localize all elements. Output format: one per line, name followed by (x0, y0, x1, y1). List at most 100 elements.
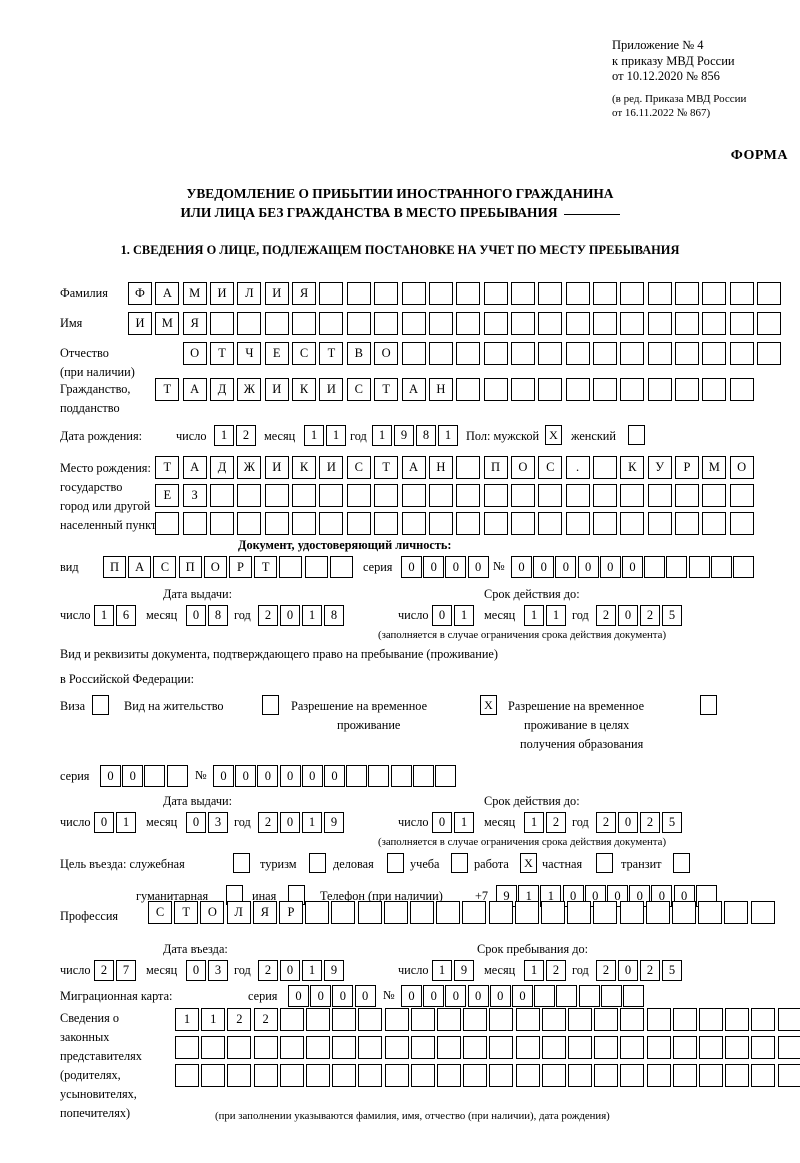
birthplace-r1-cell-14[interactable]: О (510, 456, 535, 479)
patronymic-cell-14[interactable] (538, 342, 563, 365)
permit-issue-year-cell-4[interactable]: 9 (324, 812, 344, 833)
birthplace-r1-cell-8[interactable]: С (346, 456, 371, 479)
legal-rep-r1-cell-17[interactable] (594, 1008, 619, 1031)
surname-cell-12[interactable] (428, 282, 453, 305)
legal-rep-r2-cell-18[interactable] (620, 1036, 645, 1059)
legal-rep-r3-cell-6[interactable] (306, 1064, 330, 1087)
doc-issue-day-cell-1[interactable]: 1 (94, 605, 114, 626)
legal-rep-r3-cell-8[interactable] (358, 1064, 383, 1087)
birth-year-cell-4[interactable]: 1 (438, 425, 458, 446)
legal-rep-r1-cell-16[interactable] (568, 1008, 592, 1031)
citizenship-cell-17[interactable] (592, 378, 617, 401)
permit-valid-day-cell-2[interactable]: 1 (454, 812, 474, 833)
purpose-study-checkbox[interactable] (451, 853, 468, 873)
profession-cell-11[interactable] (410, 901, 434, 924)
firstname-cell-19[interactable] (620, 312, 645, 335)
surname-cell-5[interactable]: Л (237, 282, 262, 305)
birthplace-r1-cell-7[interactable]: И (319, 456, 344, 479)
mcard-series-cell-1[interactable]: 0 (288, 985, 309, 1007)
firstname-cell-2[interactable]: М (155, 312, 180, 335)
permit-number-cell-6[interactable]: 0 (324, 765, 345, 787)
patronymic-cell-8[interactable]: О (374, 342, 399, 365)
patronymic-cell-15[interactable] (565, 342, 590, 365)
doc-issue-year-cell-3[interactable]: 1 (302, 605, 322, 626)
legal-rep-r2-cell-8[interactable] (358, 1036, 383, 1059)
profession-cell-23[interactable] (724, 901, 749, 924)
mcard-number-cell-7[interactable] (534, 985, 556, 1007)
birthplace-r1-cell-3[interactable]: Д (210, 456, 235, 479)
birthplace-r2-cell-5[interactable] (264, 484, 289, 507)
legal-rep-r3-cell-15[interactable] (541, 1064, 566, 1087)
birthplace-r1-cell-4[interactable]: Ж (237, 456, 262, 479)
surname-cell-13[interactable] (456, 282, 481, 305)
permit-series-cell-3[interactable] (144, 765, 166, 787)
birthplace-r1-cell-21[interactable]: М (702, 456, 727, 479)
birthplace-r3-cell-17[interactable] (592, 512, 617, 535)
birth-year-cell-2[interactable]: 9 (394, 425, 414, 446)
profession-cell-14[interactable] (488, 901, 513, 924)
birthplace-r1-cell-19[interactable]: У (647, 456, 672, 479)
doc-series-cell-3[interactable]: 0 (445, 556, 467, 578)
profession-cell-21[interactable] (672, 901, 696, 924)
birthplace-r2-cell-13[interactable] (483, 484, 508, 507)
legal-rep-r2-cell-23[interactable] (751, 1036, 776, 1059)
citizenship-cell-9[interactable]: Т (374, 378, 399, 401)
doc-kind-cell-7[interactable]: Т (254, 556, 278, 578)
surname-cell-6[interactable]: И (264, 282, 289, 305)
purpose-business-checkbox[interactable] (387, 853, 404, 873)
doc-number-cell-1[interactable]: 0 (511, 556, 532, 578)
sex-female-checkbox[interactable] (628, 425, 645, 445)
birthplace-r3-cell-2[interactable] (182, 512, 207, 535)
entry-day-cell-2[interactable]: 7 (116, 960, 136, 981)
mcard-number-cell-10[interactable] (600, 985, 622, 1007)
birthplace-r3-cell-13[interactable] (483, 512, 508, 535)
purpose-private-checkbox[interactable] (596, 853, 613, 873)
doc-kind-cell-10[interactable] (329, 556, 353, 578)
surname-cell-1[interactable]: Ф (128, 282, 152, 305)
doc-kind-cell-2[interactable]: А (128, 556, 152, 578)
legal-rep-r1-cell-22[interactable] (725, 1008, 750, 1031)
citizenship-cell-16[interactable] (565, 378, 590, 401)
birthplace-r2-cell-14[interactable] (510, 484, 535, 507)
entry-day-cell-1[interactable]: 2 (94, 960, 114, 981)
birthplace-r1-cell-13[interactable]: П (483, 456, 508, 479)
birthplace-r2-cell-15[interactable] (538, 484, 563, 507)
legal-rep-r1-cell-15[interactable] (541, 1008, 566, 1031)
firstname-cell-18[interactable] (592, 312, 617, 335)
firstname-cell-14[interactable] (483, 312, 508, 335)
permit-number-cell-11[interactable] (435, 765, 456, 787)
legal-rep-r2-cell-13[interactable] (489, 1036, 514, 1059)
doc-issue-year-cell-2[interactable]: 0 (280, 605, 300, 626)
mcard-number-cell-8[interactable] (556, 985, 578, 1007)
birthplace-r2-cell-8[interactable] (346, 484, 371, 507)
profession-cell-5[interactable]: Я (252, 901, 277, 924)
doc-number-cell-2[interactable]: 0 (533, 556, 555, 578)
birth-month-cell-1[interactable]: 1 (304, 425, 324, 446)
birthplace-r1-cell-12[interactable] (456, 456, 481, 479)
purpose-tourism-checkbox[interactable] (309, 853, 326, 873)
doc-kind-cell-6[interactable]: Р (229, 556, 252, 578)
doc-kind-cell-3[interactable]: С (153, 556, 177, 578)
stay-day-cell-1[interactable]: 1 (432, 960, 452, 981)
surname-cell-11[interactable] (401, 282, 426, 305)
birthplace-r2-cell-2[interactable]: З (182, 484, 207, 507)
doc-series-cell-2[interactable]: 0 (423, 556, 445, 578)
citizenship-cell-14[interactable] (510, 378, 535, 401)
birthplace-r3-cell-15[interactable] (538, 512, 563, 535)
legal-rep-r1-cell-13[interactable] (489, 1008, 514, 1031)
entry-month-cell-1[interactable]: 0 (186, 960, 206, 981)
doc-valid-day-cell-2[interactable]: 1 (454, 605, 474, 626)
citizenship-cell-12[interactable] (456, 378, 481, 401)
entry-month-cell-2[interactable]: 3 (208, 960, 228, 981)
permit-issue-year-cell-1[interactable]: 2 (258, 812, 278, 833)
profession-cell-7[interactable] (305, 901, 330, 924)
surname-cell-14[interactable] (483, 282, 508, 305)
doc-number-cell-5[interactable]: 0 (599, 556, 621, 578)
profession-cell-15[interactable] (514, 901, 539, 924)
citizenship-cell-21[interactable] (702, 378, 727, 401)
legal-rep-r3-cell-1[interactable] (175, 1064, 199, 1087)
doc-valid-year-cell-2[interactable]: 0 (618, 605, 638, 626)
temp-residence-checkbox[interactable]: X (480, 695, 497, 715)
profession-cell-22[interactable] (698, 901, 723, 924)
legal-rep-r2-cell-19[interactable] (646, 1036, 671, 1059)
